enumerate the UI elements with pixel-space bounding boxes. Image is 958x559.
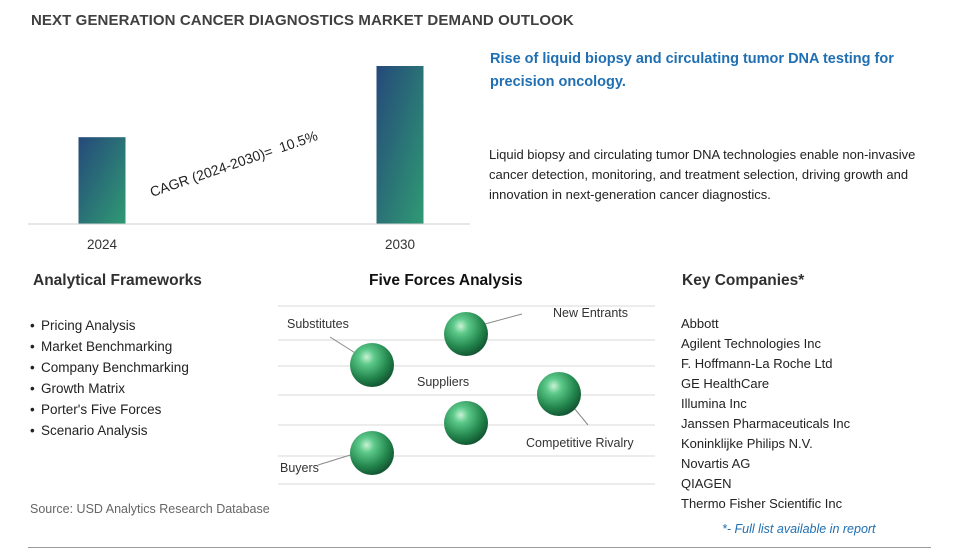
x-tick-label: 2030 xyxy=(385,237,415,252)
x-tick-label: 2024 xyxy=(87,237,118,252)
list-item: • Pricing Analysis xyxy=(30,315,189,336)
sphere-icon xyxy=(537,372,581,416)
list-item: • Company Benchmarking xyxy=(30,357,189,378)
list-item: QIAGEN xyxy=(681,476,732,491)
companies-footnote: *- Full list available in report xyxy=(722,522,876,536)
list-item: • Growth Matrix xyxy=(30,378,189,399)
force-label-substitutes: Substitutes xyxy=(287,317,349,331)
sphere-icon xyxy=(350,431,394,475)
force-label-new-entrants: New Entrants xyxy=(553,306,628,320)
frameworks-list: • Pricing Analysis • Market Benchmarking •… xyxy=(30,315,189,441)
bullet-icon: • xyxy=(30,402,35,417)
bullet-icon: • xyxy=(30,318,35,333)
companies-list: Abbott Agilent Technologies Inc F. Hoffm… xyxy=(681,314,850,514)
list-item: • Scenario Analysis xyxy=(30,420,189,441)
bar-2024 xyxy=(78,137,126,224)
list-item: • Porter's Five Forces xyxy=(30,399,189,420)
five-forces-title: Five Forces Analysis xyxy=(369,272,523,289)
list-item: F. Hoffmann-La Roche Ltd xyxy=(681,356,833,371)
companies-title: Key Companies* xyxy=(682,272,805,289)
bullet-icon: • xyxy=(30,423,35,438)
headline: Rise of liquid biopsy and circulating tu… xyxy=(490,51,894,90)
list-item: Abbott xyxy=(681,316,719,331)
source-note: Source: USD Analytics Research Database xyxy=(30,502,270,516)
list-item: Koninklijke Philips N.V. xyxy=(681,436,813,451)
force-label-competitive-rivalry: Competitive Rivalry xyxy=(526,436,634,450)
frameworks-title: Analytical Frameworks xyxy=(33,272,202,289)
sphere-icon xyxy=(444,312,488,356)
bullet-icon: • xyxy=(30,381,35,396)
list-item: GE HealthCare xyxy=(681,376,770,391)
list-item: Agilent Technologies Inc xyxy=(681,336,821,351)
list-item: • Market Benchmarking xyxy=(30,336,189,357)
list-item: Novartis AG xyxy=(681,456,751,471)
bar-2030 xyxy=(376,66,424,224)
list-item: Illumina Inc xyxy=(681,396,747,411)
sphere-icon xyxy=(350,343,394,387)
description: Liquid biopsy and circulating tumor DNA … xyxy=(489,147,916,202)
bullet-icon: • xyxy=(30,339,35,354)
sphere-icon xyxy=(444,401,488,445)
bullet-icon: • xyxy=(30,360,35,375)
force-label-suppliers: Suppliers xyxy=(417,375,469,389)
page-title: NEXT GENERATION CANCER DIAGNOSTICS MARKE… xyxy=(31,12,574,29)
list-item: Janssen Pharmaceuticals Inc xyxy=(681,416,851,431)
divider xyxy=(28,547,931,548)
list-item: Thermo Fisher Scientific Inc xyxy=(681,496,843,511)
force-label-buyers: Buyers xyxy=(280,461,319,475)
bar-chart: 2024 2030 CAGR (2024-2030)= 10.5% xyxy=(28,66,470,252)
